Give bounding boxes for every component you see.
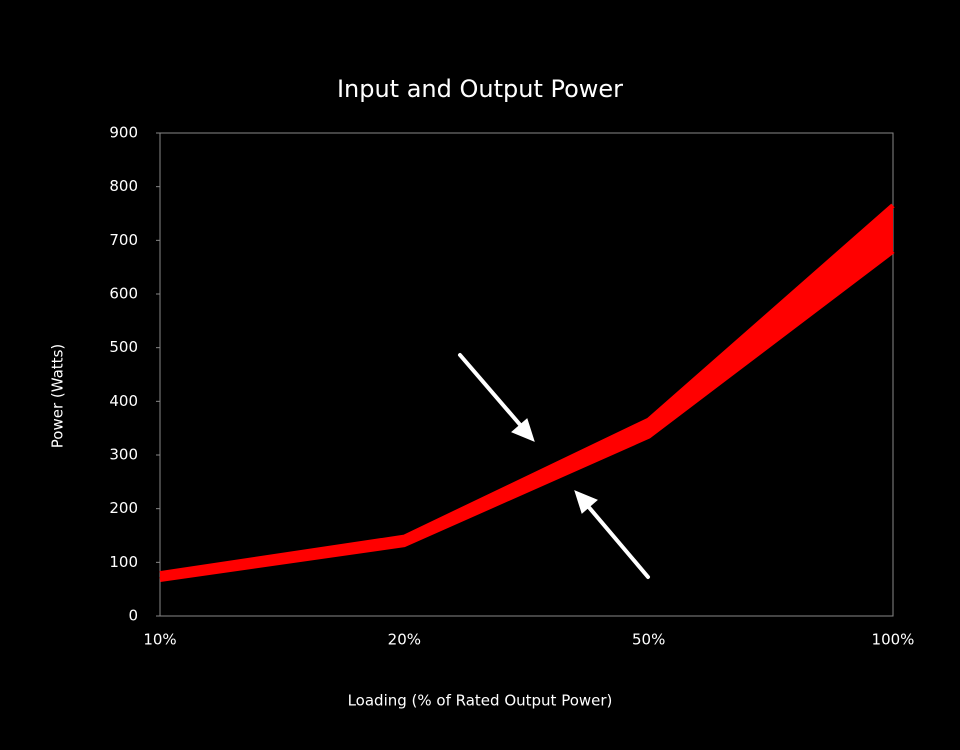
arrowhead bbox=[511, 418, 535, 442]
y-tick-label: 300 bbox=[109, 446, 138, 464]
y-tick-label: 600 bbox=[109, 285, 138, 303]
y-tick-label: 100 bbox=[109, 553, 138, 571]
y-tick-label: 200 bbox=[109, 499, 138, 517]
series-line bbox=[159, 249, 895, 582]
x-tick-label: 20% bbox=[388, 631, 421, 649]
y-tick-label: 500 bbox=[109, 338, 138, 356]
plot-frame bbox=[159, 132, 894, 617]
y-tick-label: 800 bbox=[109, 177, 138, 195]
arrow bbox=[585, 503, 650, 579]
arrowhead bbox=[574, 490, 598, 514]
x-axis-label: Loading (% of Rated Output Power) bbox=[348, 692, 613, 710]
y-axis-label: Power (Watts) bbox=[49, 344, 67, 448]
annotation-arrows bbox=[458, 353, 650, 579]
series-line bbox=[159, 203, 895, 577]
x-tick-label: 100% bbox=[872, 631, 915, 649]
arrow bbox=[458, 353, 524, 429]
chart-title: Input and Output Power bbox=[337, 75, 623, 103]
y-tick-label: 400 bbox=[109, 392, 138, 410]
x-tick-label: 50% bbox=[632, 631, 665, 649]
y-tick-label: 0 bbox=[128, 607, 138, 625]
plot bbox=[159, 203, 895, 582]
y-tick-label: 900 bbox=[109, 124, 138, 142]
x-tick-label: 10% bbox=[143, 631, 176, 649]
y-tick-label: 700 bbox=[109, 231, 138, 249]
